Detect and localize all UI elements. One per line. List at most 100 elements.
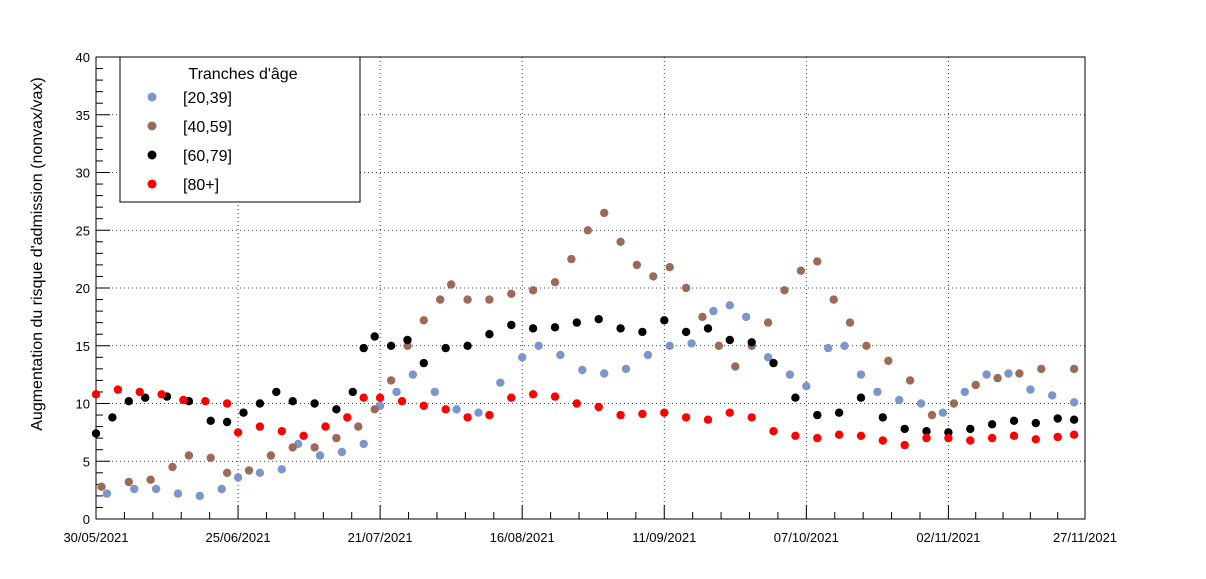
data-point: [638, 409, 647, 419]
data-point: [91, 429, 101, 438]
data-point: [359, 343, 368, 353]
data-point: [97, 482, 106, 491]
data-point: [884, 356, 893, 365]
data-point: [370, 332, 379, 341]
data-point: [528, 286, 538, 295]
data-point: [222, 468, 232, 477]
data-point: [1053, 432, 1062, 442]
legend: Tranches d'âge [20,39] [40,59] [60,79] [80+…: [119, 56, 361, 203]
data-point: [496, 378, 505, 387]
data-point: [463, 413, 472, 422]
data-point: [518, 353, 527, 362]
data-point: [900, 440, 909, 450]
data-point: [572, 318, 581, 327]
data-point: [660, 408, 669, 417]
data-point: [332, 405, 341, 414]
series-[80+]: [91, 385, 1079, 450]
data-point: [1048, 391, 1057, 400]
data-point: [785, 370, 795, 379]
x-tick-label: 07/10/2021: [774, 530, 839, 545]
data-point: [632, 260, 642, 270]
data-point: [419, 401, 428, 410]
legend-box: [119, 56, 361, 203]
data-point: [1031, 435, 1041, 444]
data-point: [796, 266, 806, 275]
data-point: [272, 387, 281, 397]
data-point: [463, 341, 472, 350]
data-point: [791, 431, 800, 440]
data-point: [791, 393, 800, 402]
data-point: [321, 422, 330, 431]
data-point: [938, 408, 948, 417]
data-point: [594, 315, 603, 324]
x-tick-label: 11/09/2021: [632, 530, 696, 545]
data-point: [507, 393, 516, 402]
data-point: [747, 338, 756, 347]
data-point: [408, 370, 418, 379]
data-point: [354, 422, 363, 431]
data-point: [687, 339, 696, 348]
data-point: [233, 428, 243, 437]
series-[40,59]: [97, 208, 1079, 491]
data-point: [124, 477, 133, 487]
data-point: [600, 208, 609, 218]
data-point: [528, 324, 538, 333]
data-point: [485, 295, 494, 304]
data-point: [277, 465, 286, 474]
data-point: [359, 393, 368, 402]
data-point: [1026, 385, 1035, 394]
data-point: [151, 484, 161, 494]
data-point: [179, 395, 188, 405]
data-point: [441, 405, 450, 414]
data-point: [802, 382, 811, 391]
data-point: [987, 420, 997, 429]
data-point: [638, 327, 647, 337]
data-point: [594, 402, 603, 412]
data-point: [135, 387, 144, 397]
data-point: [430, 387, 439, 397]
data-point: [873, 387, 882, 397]
data-point: [709, 306, 718, 316]
data-points: [91, 208, 1079, 501]
data-point: [922, 433, 931, 443]
data-point: [1009, 431, 1019, 440]
data-point: [419, 316, 428, 325]
data-point: [845, 318, 855, 327]
data-point: [206, 416, 215, 425]
data-point: [616, 324, 625, 333]
data-point: [206, 453, 215, 462]
data-point: [550, 392, 560, 401]
y-tick-label: 25: [76, 223, 90, 238]
data-point: [386, 341, 396, 350]
x-tick-label: 25/06/2021: [206, 530, 271, 545]
data-point: [862, 341, 871, 350]
data-point: [1004, 369, 1013, 378]
data-point: [124, 397, 133, 406]
data-point: [255, 422, 265, 431]
data-point: [108, 413, 117, 422]
data-point: [665, 341, 674, 350]
x-tick-label: 30/05/2021: [63, 530, 128, 545]
y-tick-label: 40: [76, 50, 90, 65]
data-point: [944, 433, 953, 443]
y-axis-title: Augmentation du risque d'admission (nonv…: [29, 77, 46, 430]
data-point: [840, 341, 849, 350]
y-tick-label: 20: [76, 281, 90, 296]
data-point: [370, 405, 379, 414]
data-point: [1015, 369, 1024, 378]
data-point: [463, 295, 472, 304]
data-point: [681, 413, 691, 422]
data-point: [507, 320, 516, 330]
data-point: [359, 439, 368, 449]
data-point: [255, 468, 265, 477]
data-point: [441, 343, 450, 353]
legend-label: [80+]: [183, 177, 219, 194]
legend-marker: [147, 179, 157, 189]
data-point: [419, 358, 428, 368]
legend-marker: [147, 92, 157, 102]
data-point: [485, 410, 494, 420]
data-point: [834, 408, 844, 417]
x-tick-label: 16/08/2021: [490, 530, 555, 545]
data-point: [895, 395, 904, 405]
